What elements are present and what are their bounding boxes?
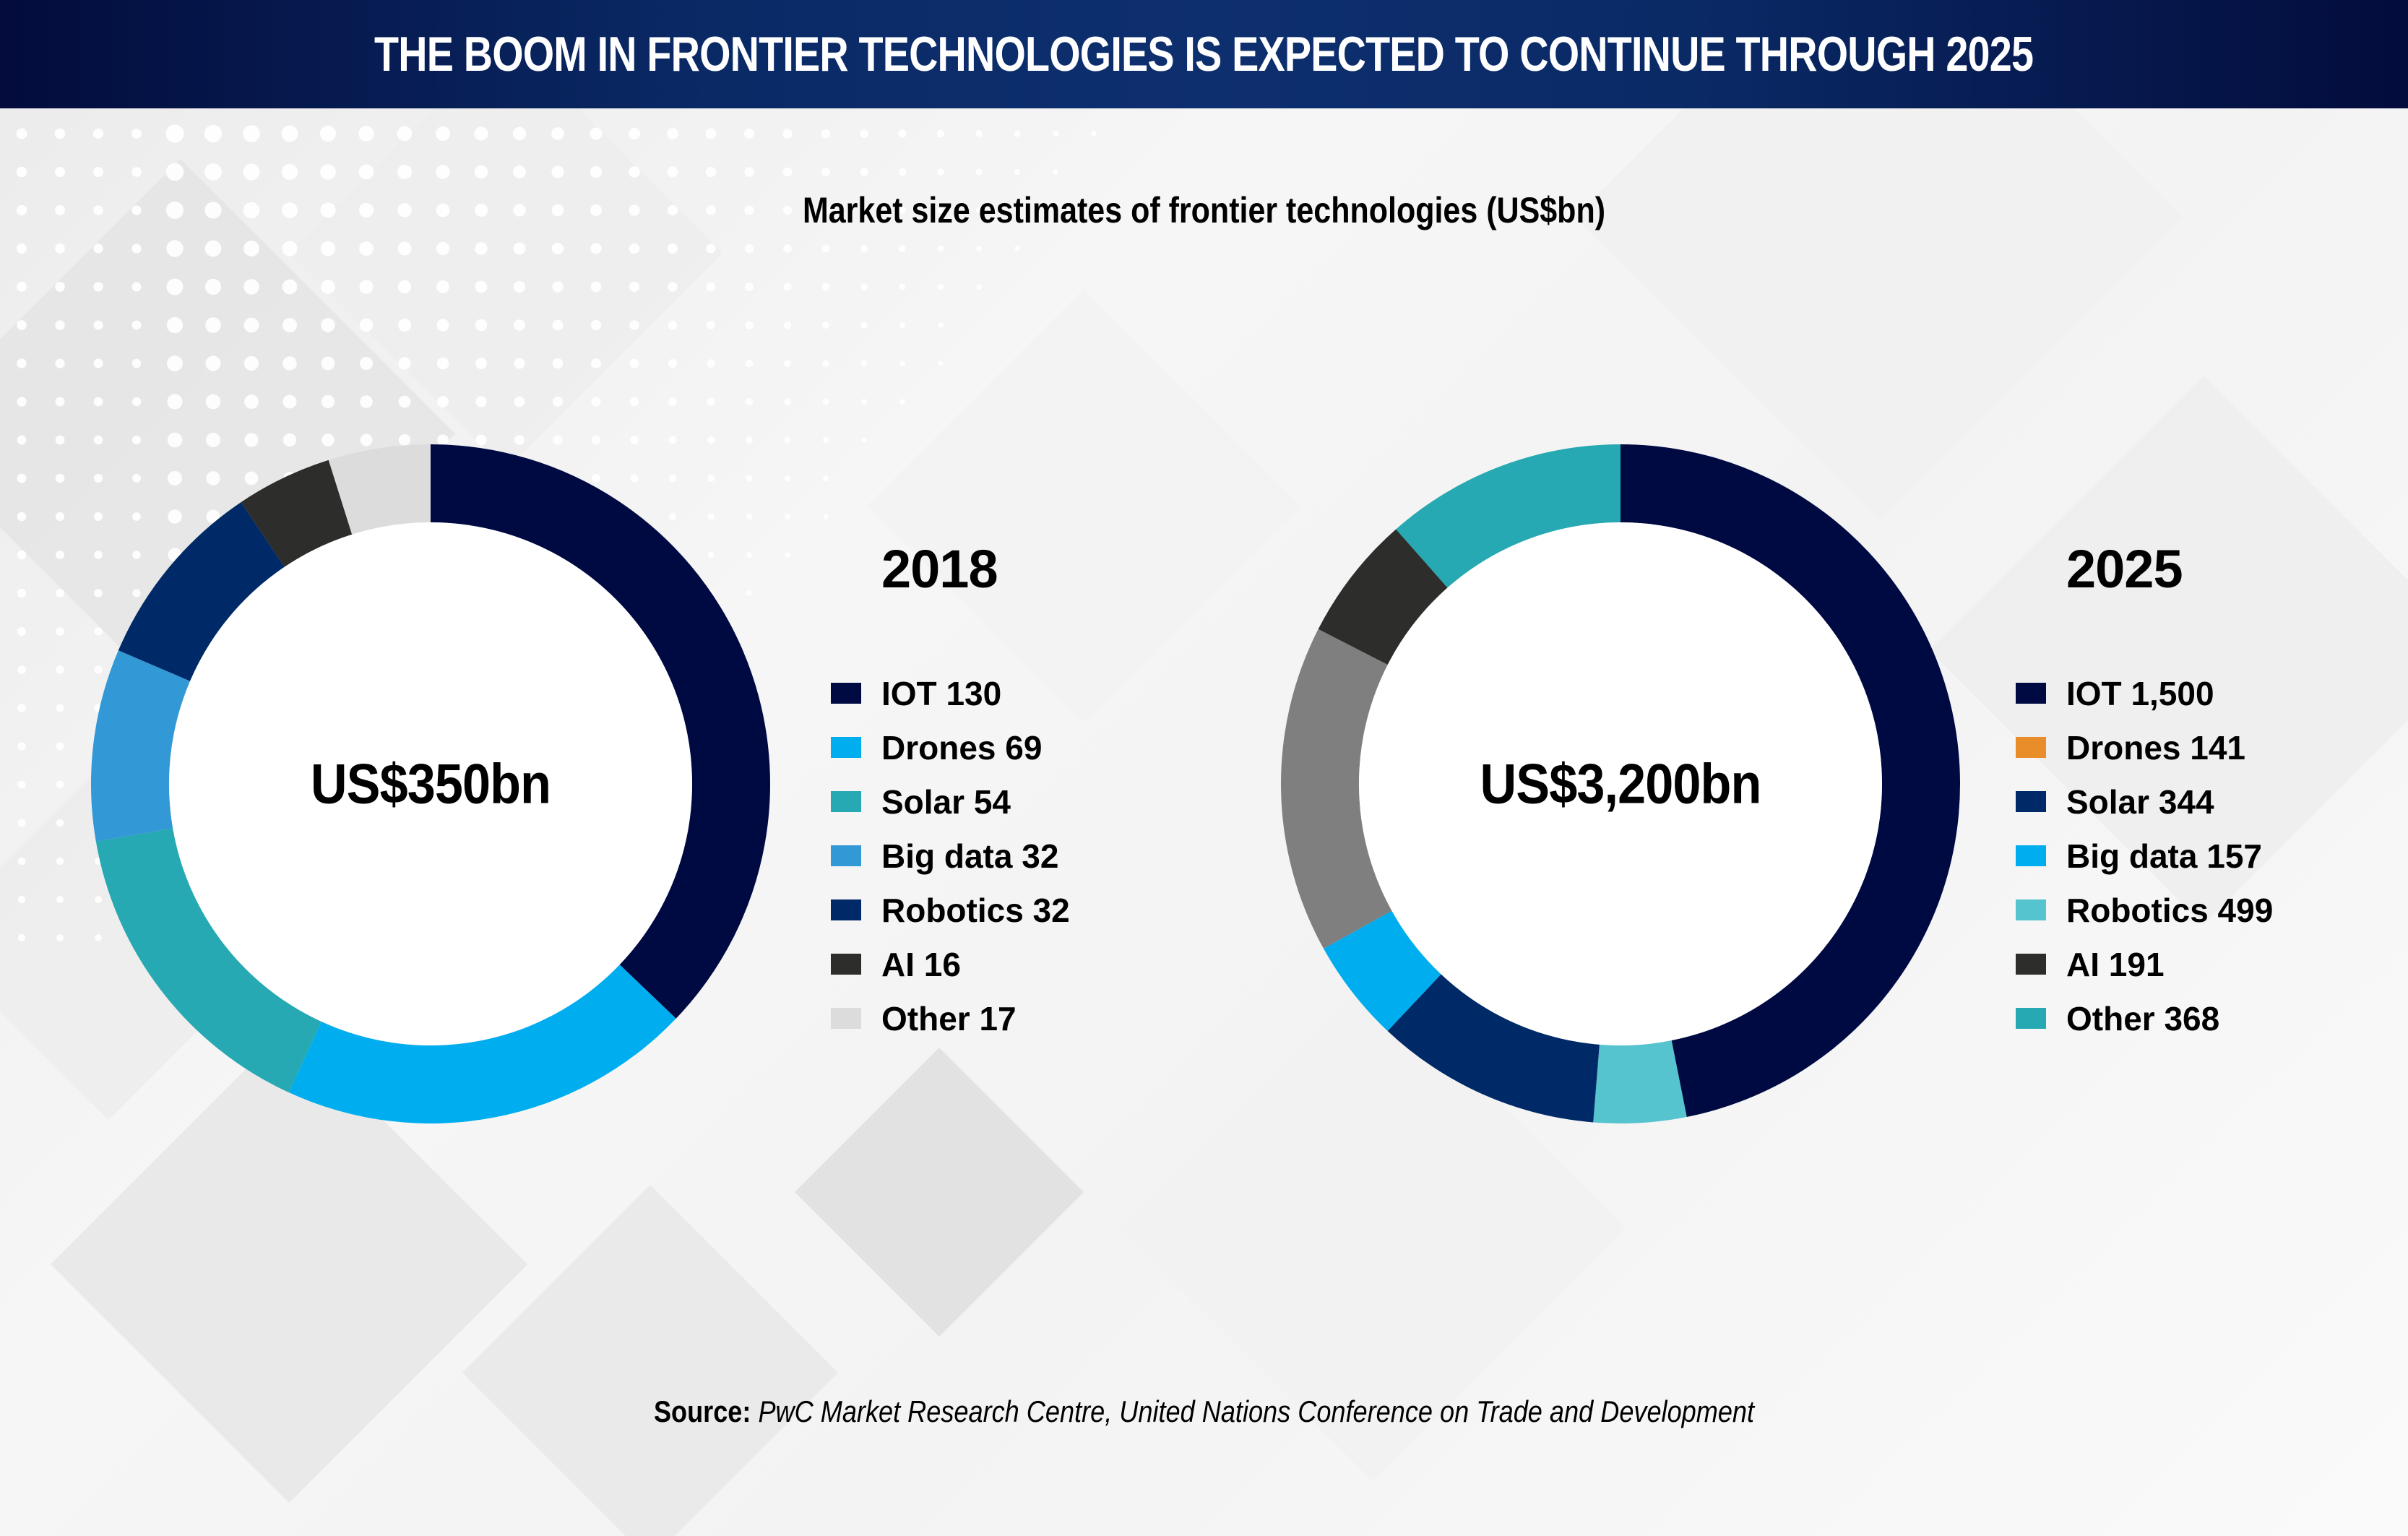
legend-swatch — [2016, 899, 2046, 920]
legend-swatch — [2016, 683, 2046, 704]
donut-2018-center-total: US$350bn — [310, 751, 551, 816]
legend-2025: 2025 IOT 1,500 Drones 141 Solar 344 Big dat… — [2016, 538, 2273, 1045]
legend-item: Robotics 32 — [831, 883, 1070, 937]
legend-swatch — [831, 791, 861, 812]
slice-2018-iot — [431, 444, 770, 1019]
source-note: Source: PwC Market Research Centre, Unit… — [168, 1394, 2239, 1429]
legend-item: AI 191 — [2016, 937, 2273, 991]
slice-2025-drones — [1593, 1040, 1687, 1123]
legend-item: Robotics 499 — [2016, 883, 2273, 937]
legend-label: Other 368 — [2066, 999, 2220, 1037]
legend-item: IOT 130 — [831, 666, 1070, 720]
legend-item: AI 16 — [831, 937, 1070, 991]
legend-label: AI 191 — [2066, 945, 2165, 983]
legend-label: IOT 130 — [881, 674, 1002, 712]
donut-2025-center-total: US$3,200bn — [1480, 751, 1762, 816]
slice-2025-other — [1396, 444, 1621, 588]
legend-swatch — [831, 954, 861, 975]
legend-swatch — [2016, 845, 2046, 866]
slice-2025-robotics — [1281, 629, 1392, 949]
legend-swatch — [831, 1008, 861, 1029]
legend-label: Drones 69 — [881, 728, 1043, 767]
legend-2025-year: 2025 — [2066, 539, 2183, 599]
legend-2018-year: 2018 — [881, 539, 998, 599]
legend-label: Big data 157 — [2066, 837, 2262, 875]
legend-swatch — [2016, 1008, 2046, 1029]
legend-label: Solar 54 — [881, 782, 1011, 821]
legend-label: Robotics 499 — [2066, 891, 2274, 929]
legend-swatch — [2016, 791, 2046, 812]
chart-subtitle: Market size estimates of frontier techno… — [802, 190, 1606, 230]
legend-item: Other 368 — [2016, 991, 2273, 1045]
legend-swatch — [2016, 737, 2046, 758]
legend-swatch — [831, 845, 861, 866]
legend-item: Drones 141 — [2016, 720, 2273, 775]
legend-2018: 2018 IOT 130 Drones 69 Solar 54 Big data 32… — [831, 538, 1070, 1045]
legend-item: Big data 32 — [831, 829, 1070, 883]
donut-2025-hole — [1359, 522, 1882, 1045]
source-text: PwC Market Research Centre, United Natio… — [751, 1394, 1755, 1428]
legend-label: Drones 141 — [2066, 728, 2246, 767]
slice-2025-ai — [1318, 529, 1448, 665]
legend-swatch — [831, 683, 861, 704]
source-lead: Source: — [653, 1394, 751, 1428]
legend-label: Big data 32 — [881, 837, 1059, 875]
legend-label: Robotics 32 — [881, 891, 1070, 929]
legend-swatch — [831, 899, 861, 920]
slice-2025-iot — [1621, 444, 1961, 1117]
legend-label: AI 16 — [881, 945, 961, 983]
legend-item: Drones 69 — [831, 720, 1070, 775]
legend-item: Big data 157 — [2016, 829, 2273, 883]
legend-swatch — [2016, 954, 2046, 975]
header-banner: THE BOOM IN FRONTIER TECHNOLOGIES IS EXP… — [0, 0, 2408, 108]
legend-label: Solar 344 — [2066, 782, 2214, 821]
legend-item: Solar 54 — [831, 775, 1070, 829]
page-title: THE BOOM IN FRONTIER TECHNOLOGIES IS EXP… — [374, 27, 2034, 82]
legend-item: Solar 344 — [2016, 775, 2273, 829]
legend-swatch — [831, 737, 861, 758]
legend-label: Other 17 — [881, 999, 1017, 1037]
legend-item: Other 17 — [831, 991, 1070, 1045]
legend-item: IOT 1,500 — [2016, 666, 2273, 720]
legend-label: IOT 1,500 — [2066, 674, 2214, 712]
